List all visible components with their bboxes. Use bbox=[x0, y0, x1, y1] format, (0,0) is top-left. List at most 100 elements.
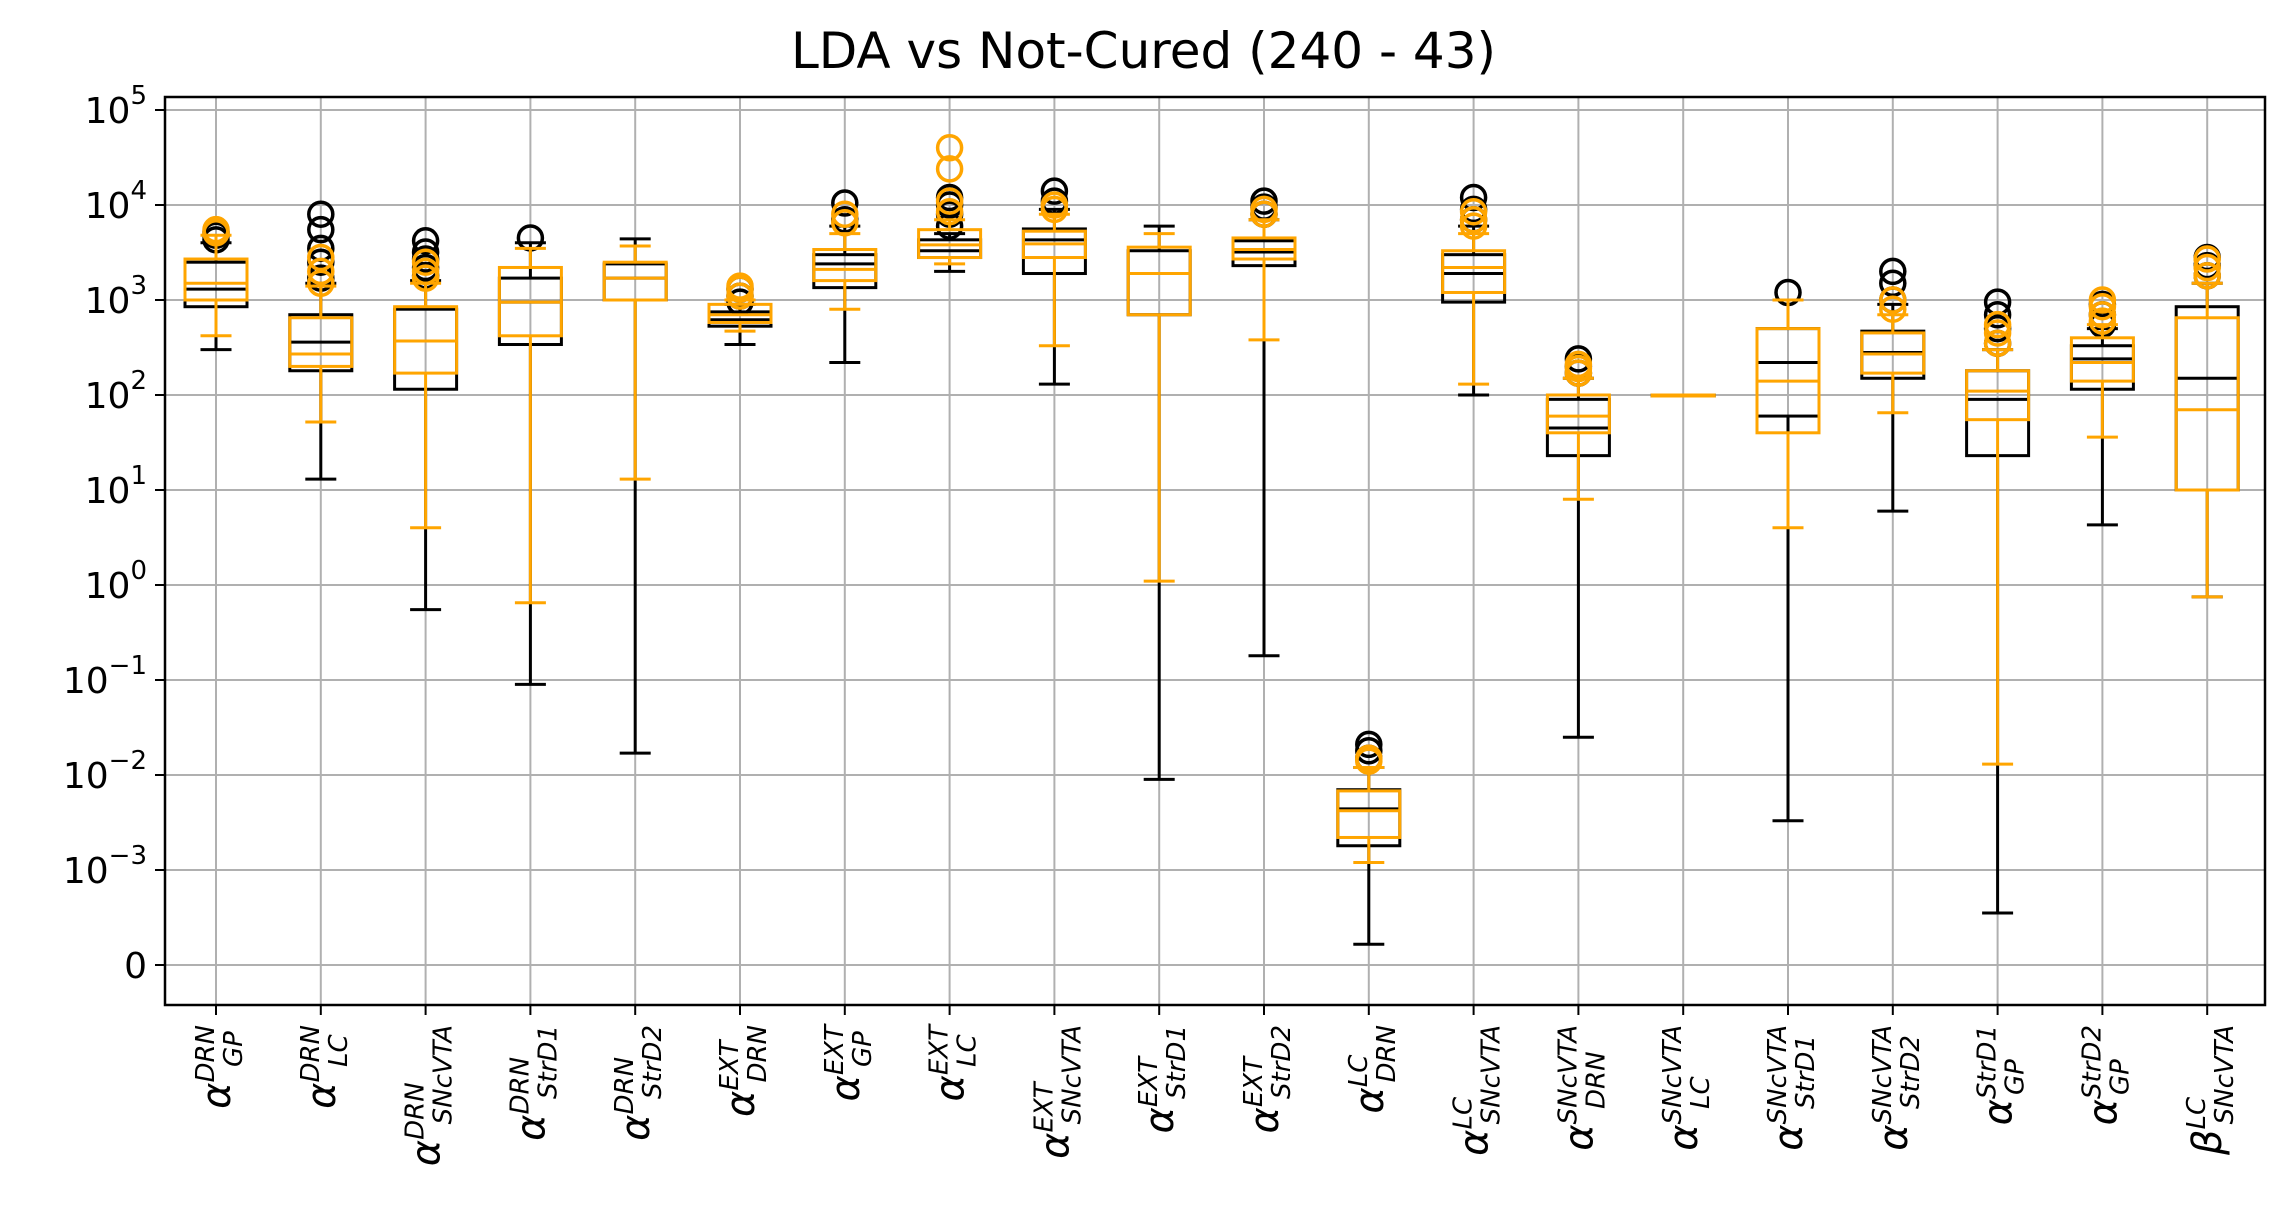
box-1-0 bbox=[183, 215, 249, 338]
outlier-point bbox=[1983, 329, 2012, 358]
x-tick-label: αEXTStrD1 bbox=[1134, 1025, 1192, 1133]
outlier-point bbox=[307, 200, 335, 228]
outlier-point bbox=[1459, 197, 1488, 226]
x-tick-label: αSNcVTADRN bbox=[1553, 1025, 1611, 1151]
x-tick-label: βLCSNcVTA bbox=[2182, 1025, 2240, 1156]
box-1-12 bbox=[1441, 197, 1507, 386]
box-iqr bbox=[2069, 336, 2135, 383]
outlier-point bbox=[935, 155, 964, 183]
outlier-point bbox=[1459, 183, 1488, 212]
outlier-point bbox=[1040, 177, 1069, 205]
box-1-16 bbox=[1860, 286, 1926, 415]
box-series-0 bbox=[183, 177, 2240, 946]
box-1-4 bbox=[602, 244, 668, 481]
box-iqr bbox=[812, 248, 878, 283]
outlier-point bbox=[411, 248, 440, 276]
outlier-point bbox=[1040, 191, 1069, 219]
outlier-point bbox=[2193, 253, 2221, 282]
y-tick-label: 10−1 bbox=[63, 651, 147, 702]
y-tick-label: 10−2 bbox=[63, 746, 147, 797]
y-tick-label: 105 bbox=[85, 81, 147, 132]
y-tick-label: 0 bbox=[124, 946, 147, 987]
x-axis: αDRNGP αDRNLC αDRNSNcVTA αDRNStrD1 αDRNStrD2… bbox=[191, 1005, 2240, 1166]
outlier-point bbox=[307, 257, 335, 286]
x-tick-label: αDRNSNcVTA bbox=[401, 1025, 459, 1166]
x-tick-label: αDRNStrD1 bbox=[505, 1025, 563, 1141]
outlier-point bbox=[307, 215, 335, 244]
box-1-17 bbox=[1965, 310, 2031, 766]
box-1-11 bbox=[1336, 744, 1402, 864]
box-1-6 bbox=[812, 200, 878, 311]
outlier-point bbox=[1564, 350, 1593, 379]
outlier-point bbox=[411, 257, 440, 286]
outlier-point bbox=[2088, 300, 2117, 329]
plot-frame bbox=[163, 95, 2267, 1007]
y-tick-label: 100 bbox=[85, 556, 147, 607]
box-iqr bbox=[288, 316, 354, 368]
outlier-point bbox=[1250, 195, 1278, 224]
box-1-3 bbox=[497, 246, 563, 605]
box-iqr bbox=[1545, 393, 1611, 435]
grid-lines bbox=[165, 97, 2265, 1005]
outlier-point bbox=[726, 282, 754, 310]
outlier-point bbox=[1983, 310, 2012, 339]
outlier-point bbox=[935, 187, 964, 215]
outlier-point bbox=[1879, 269, 1907, 298]
box-0-15 bbox=[1755, 278, 1821, 823]
y-axis: 0 10−3 10−2 10−1 100 101 102 103 104 105 bbox=[63, 81, 165, 987]
outlier-point bbox=[1983, 300, 2012, 329]
box-1-14 bbox=[1650, 393, 1716, 398]
x-tick-label: αSNcVTAStrD2 bbox=[1868, 1025, 1926, 1151]
x-tick-label: αEXTDRN bbox=[715, 1025, 773, 1117]
outlier-point bbox=[1879, 295, 1907, 323]
box-1-10 bbox=[1231, 195, 1297, 342]
outlier-point bbox=[831, 189, 859, 217]
outlier-point bbox=[202, 215, 230, 244]
outlier-point bbox=[1459, 205, 1488, 234]
x-tick-label: αSNcVTAStrD1 bbox=[1763, 1025, 1821, 1151]
x-tick-label: αStrD1GP bbox=[1973, 1025, 2031, 1125]
outlier-point bbox=[307, 243, 335, 272]
box-1-15 bbox=[1755, 298, 1821, 530]
outlier-point bbox=[1355, 730, 1383, 759]
outlier-point bbox=[831, 200, 859, 228]
box-1-8 bbox=[1021, 191, 1087, 348]
outlier-point bbox=[831, 209, 859, 237]
x-tick-label: αSNcVTALC bbox=[1658, 1025, 1716, 1151]
x-tick-label: αDRNLC bbox=[296, 1025, 354, 1109]
outlier-point bbox=[935, 197, 964, 226]
box-1-5 bbox=[707, 272, 773, 333]
y-tick-label: 10−3 bbox=[63, 841, 147, 892]
outlier-point bbox=[1879, 286, 1907, 314]
outlier-point bbox=[411, 227, 440, 255]
box-1-7 bbox=[917, 134, 983, 266]
x-tick-label: αLCDRN bbox=[1344, 1025, 1402, 1114]
outlier-point bbox=[1355, 744, 1383, 773]
outlier-point bbox=[2193, 261, 2221, 290]
x-tick-label: αEXTGP bbox=[820, 1023, 878, 1102]
y-tick-label: 103 bbox=[85, 271, 147, 322]
x-tick-label: αEXTStrD2 bbox=[1239, 1025, 1297, 1133]
box-1-1 bbox=[288, 243, 354, 424]
box-iqr bbox=[602, 260, 668, 302]
box-iqr bbox=[183, 257, 249, 302]
outlier-point bbox=[935, 134, 964, 162]
outlier-point bbox=[1250, 187, 1278, 215]
x-tick-label: αDRNGP bbox=[191, 1025, 249, 1109]
outlier-point bbox=[307, 269, 335, 298]
outlier-point bbox=[2193, 245, 2221, 273]
x-tick-label: αLCSNcVTA bbox=[1449, 1025, 1507, 1156]
y-tick-label: 101 bbox=[85, 461, 147, 512]
box-iqr bbox=[1965, 369, 2031, 422]
box-iqr bbox=[1441, 249, 1507, 294]
box-1-19 bbox=[2174, 245, 2240, 599]
box-1-9 bbox=[1126, 232, 1192, 583]
box-series-layer bbox=[183, 134, 2240, 946]
y-tick-label: 104 bbox=[85, 176, 147, 227]
outlier-point bbox=[1879, 257, 1907, 286]
box-series-1 bbox=[183, 134, 2240, 864]
x-tick-label: αDRNStrD2 bbox=[610, 1025, 668, 1141]
outlier-point bbox=[726, 272, 754, 300]
box-iqr bbox=[1336, 789, 1402, 839]
